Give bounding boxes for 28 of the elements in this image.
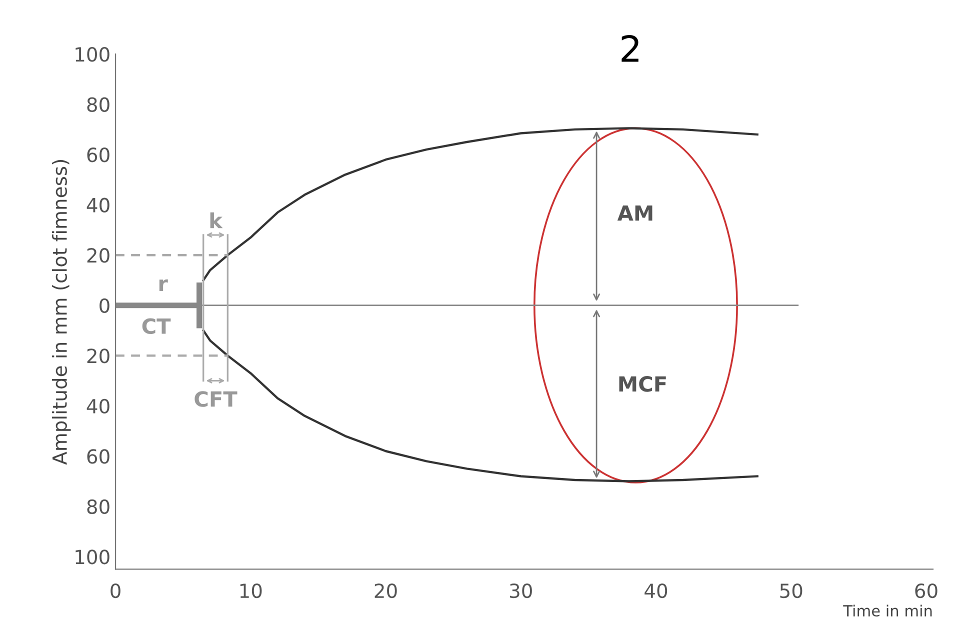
y-tick-label: 20 xyxy=(87,248,110,263)
annotation: CFT xyxy=(194,391,238,407)
y-tick-label: 100 xyxy=(76,47,110,62)
line-series xyxy=(202,127,758,282)
y-tick-label: 60 xyxy=(87,449,110,464)
y-axis-title: Amplitude in mm (clot fimness) xyxy=(52,160,71,465)
y-tick-label: 80 xyxy=(87,499,110,514)
x-tick-label: 10 xyxy=(240,583,262,598)
annotation: r xyxy=(159,279,168,291)
x-axis-title: Time in min xyxy=(843,604,932,617)
x-tick-label: 20 xyxy=(374,583,397,598)
y-tick-label: 0 xyxy=(100,298,110,314)
annotation: MCF xyxy=(619,376,666,392)
annotation: k xyxy=(210,212,223,228)
y-tick-label: 40 xyxy=(86,198,110,212)
annotation: CT xyxy=(142,318,171,334)
x-tick-label: 50 xyxy=(780,583,802,598)
y-tick-label: 40 xyxy=(86,398,110,414)
x-tick-label: 40 xyxy=(644,583,668,598)
annotation: AM xyxy=(617,205,652,221)
y-tick-label: 80 xyxy=(87,97,110,112)
y-tick-label: 20 xyxy=(87,348,110,364)
y-tick-label: 60 xyxy=(87,148,110,162)
x-tick-label: 0 xyxy=(110,583,120,598)
chart-title: 2 xyxy=(622,34,638,62)
x-tick-label: 60 xyxy=(915,583,938,598)
y-tick-label: 100 xyxy=(76,550,110,564)
x-tick-label: 30 xyxy=(510,583,532,598)
